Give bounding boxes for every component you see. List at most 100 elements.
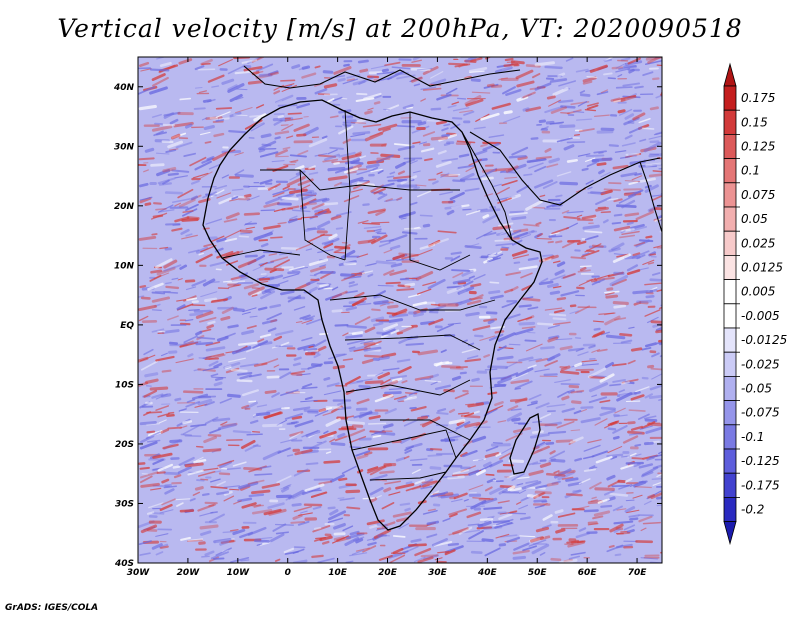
field-streak <box>385 281 401 285</box>
field-streak <box>503 115 521 123</box>
field-streak <box>275 329 294 336</box>
field-streak <box>471 294 484 301</box>
field-streak <box>527 364 537 369</box>
field-streak <box>635 386 650 393</box>
field-streak <box>582 252 590 256</box>
field-streak <box>167 172 179 176</box>
field-streak <box>201 555 210 558</box>
field-streak <box>542 254 554 257</box>
field-streak <box>429 71 444 79</box>
field-streak <box>420 147 435 153</box>
field-streak <box>356 302 372 306</box>
field-streak <box>470 499 487 510</box>
field-streak <box>567 389 575 394</box>
field-streak <box>431 537 449 547</box>
field-streak <box>227 393 241 398</box>
india-coastline <box>639 161 662 233</box>
field-streak <box>421 480 441 484</box>
lon-tick-label: 0 <box>285 568 291 578</box>
field-streak <box>260 133 272 139</box>
field-streak <box>544 307 563 311</box>
field-streak <box>163 111 181 117</box>
field-streak <box>422 480 438 488</box>
field-streak <box>452 278 471 285</box>
field-streak <box>432 180 439 185</box>
field-streak <box>566 158 578 163</box>
field-streak <box>632 494 643 499</box>
field-streak <box>457 164 476 169</box>
field-streak <box>350 188 363 193</box>
field-streak <box>371 221 390 224</box>
field-streak <box>389 171 396 175</box>
field-streak <box>533 492 545 500</box>
field-streak <box>644 393 654 399</box>
field-streak <box>273 335 283 342</box>
field-streak <box>152 76 169 87</box>
field-streak <box>216 480 226 487</box>
field-streak <box>375 260 397 265</box>
field-streak <box>578 277 596 287</box>
field-streak <box>480 208 501 213</box>
field-streak <box>331 535 350 544</box>
field-streak <box>157 463 174 472</box>
field-streak <box>553 309 565 314</box>
field-streak <box>538 119 546 124</box>
field-streak <box>352 131 371 136</box>
field-streak <box>144 147 155 153</box>
field-streak <box>413 556 426 563</box>
field-streak <box>619 333 633 337</box>
field-streak <box>345 420 365 425</box>
field-streak <box>655 94 662 99</box>
field-streak <box>548 157 560 164</box>
field-streak <box>349 552 368 557</box>
field-streak <box>504 288 514 294</box>
field-streak <box>350 157 361 164</box>
field-streak <box>145 378 159 384</box>
field-streak <box>318 154 337 158</box>
field-streak <box>534 368 550 373</box>
field-streak <box>558 80 577 87</box>
field-streak <box>280 389 299 397</box>
field-streak <box>393 311 407 316</box>
field-streak <box>314 82 324 87</box>
field-streak <box>323 376 331 381</box>
field-streak <box>492 225 511 231</box>
field-streak <box>525 479 539 484</box>
field-streak <box>337 406 352 411</box>
field-streak <box>323 430 329 435</box>
field-streak <box>391 377 403 383</box>
field-streak <box>334 435 348 442</box>
field-streak <box>239 229 253 234</box>
field-streak <box>591 278 605 286</box>
field-streak <box>296 191 313 197</box>
field-streak <box>139 475 153 484</box>
field-streak <box>319 264 327 268</box>
field-streak <box>183 390 204 394</box>
field-streak <box>193 107 206 110</box>
field-streak <box>418 249 433 256</box>
field-streak <box>374 94 382 99</box>
field-streak <box>354 316 371 325</box>
colorbar-swatch <box>723 133 737 159</box>
field-streak <box>400 175 418 185</box>
field-streak <box>410 76 423 83</box>
field-streak <box>411 484 430 491</box>
field-streak <box>649 454 662 459</box>
field-streak <box>660 93 662 97</box>
lat-tick-label: 10S <box>115 380 134 390</box>
field-streak <box>499 452 512 460</box>
field-streak <box>343 275 362 280</box>
field-streak <box>534 232 543 239</box>
field-streak <box>217 423 237 431</box>
field-streak <box>386 175 395 178</box>
field-streak <box>309 286 318 293</box>
field-streak <box>608 144 619 147</box>
field-streak <box>549 232 560 236</box>
field-streak <box>298 66 308 71</box>
field-streak <box>654 217 662 222</box>
field-streak <box>157 330 166 333</box>
field-streak <box>275 531 289 535</box>
field-streak <box>242 389 259 397</box>
field-streak <box>464 95 482 106</box>
lat-tick-label: 20N <box>114 202 135 212</box>
